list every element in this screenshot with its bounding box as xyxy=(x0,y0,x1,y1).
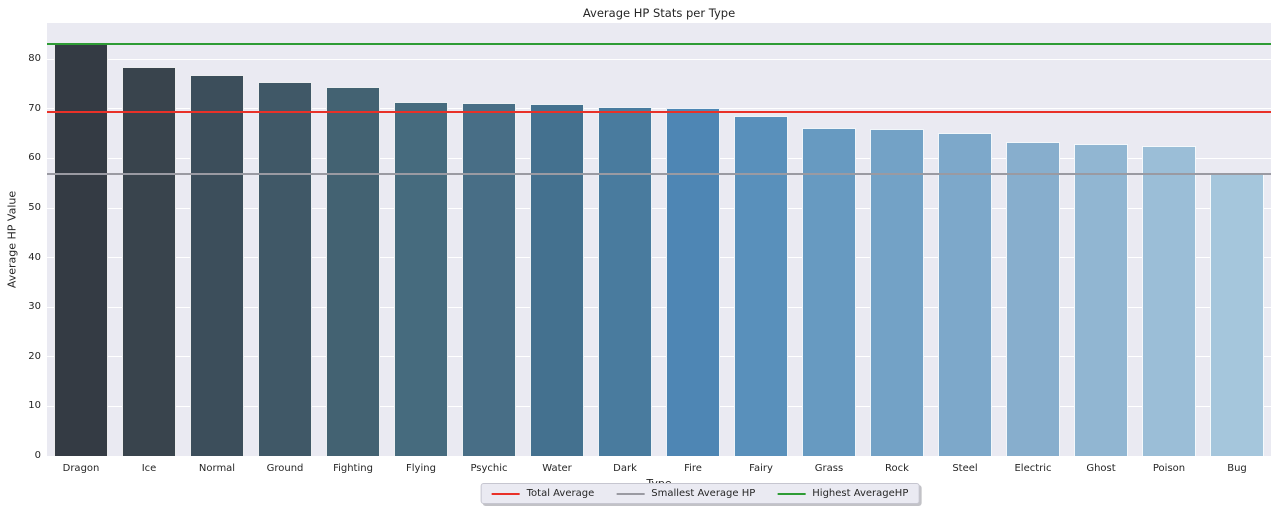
xtick-ground: Ground xyxy=(266,463,304,474)
legend-label: Smallest Average HP xyxy=(651,488,756,499)
y-axis-label: Average HP Value xyxy=(5,190,19,289)
xtick-dark: Dark xyxy=(613,463,637,474)
gridline-60 xyxy=(47,157,1271,159)
ytick-40: 40 xyxy=(28,251,41,263)
legend-line-swatch xyxy=(616,492,645,495)
bar-flying xyxy=(393,101,449,456)
ytick-60: 60 xyxy=(28,152,41,164)
xtick-ice: Ice xyxy=(141,463,157,474)
gridline-30 xyxy=(47,306,1271,308)
xtick-electric: Electric xyxy=(1014,463,1052,474)
ytick-10: 10 xyxy=(28,400,41,412)
gridline-70 xyxy=(47,108,1271,110)
bar-water xyxy=(529,103,585,456)
gridline-20 xyxy=(47,356,1271,358)
legend-line-swatch xyxy=(491,492,520,495)
refline-total-average xyxy=(47,111,1271,114)
ytick-20: 20 xyxy=(28,350,41,362)
legend-label: Total Average xyxy=(526,488,595,499)
legend-item-highest-averagehp: Highest AverageHP xyxy=(777,488,908,499)
xtick-fighting: Fighting xyxy=(333,463,373,474)
bar-poison xyxy=(1141,145,1197,456)
bar-grass xyxy=(801,128,857,456)
bar-fighting xyxy=(325,86,381,456)
xtick-bug: Bug xyxy=(1227,463,1247,474)
bar-psychic xyxy=(461,102,517,456)
gridline-40 xyxy=(47,257,1271,259)
xtick-fairy: Fairy xyxy=(749,463,773,474)
chart-title: Average HP Stats per Type xyxy=(582,6,736,20)
chart-legend: Total Average Smallest Average HP Highest … xyxy=(480,483,920,504)
gridline-50 xyxy=(47,207,1271,209)
ytick-80: 80 xyxy=(28,53,41,65)
xtick-ghost: Ghost xyxy=(1086,463,1116,474)
xtick-poison: Poison xyxy=(1152,463,1186,474)
gridline-10 xyxy=(47,405,1271,407)
gridline-0 xyxy=(47,455,1271,457)
xtick-normal: Normal xyxy=(198,463,236,474)
refline-highest-averagehp xyxy=(47,42,1271,45)
bar-ground xyxy=(257,81,313,456)
plot-area xyxy=(47,23,1271,457)
ytick-0: 0 xyxy=(34,450,41,461)
bar-ice xyxy=(121,66,177,456)
ytick-70: 70 xyxy=(28,102,41,114)
xtick-grass: Grass xyxy=(814,463,844,474)
refline-smallest-average-hp xyxy=(47,172,1271,175)
legend-item-total-average: Total Average xyxy=(491,488,595,499)
legend-line-swatch xyxy=(777,492,806,495)
bar-dragon xyxy=(53,43,109,456)
bar-bug xyxy=(1209,173,1265,456)
bar-normal xyxy=(189,75,245,456)
bar-steel xyxy=(937,132,993,456)
legend-label: Highest AverageHP xyxy=(812,488,909,499)
xtick-psychic: Psychic xyxy=(470,463,508,474)
xtick-steel: Steel xyxy=(952,463,978,474)
gridline-80 xyxy=(47,58,1271,60)
bar-electric xyxy=(1005,142,1061,456)
bar-ghost xyxy=(1073,144,1129,456)
xtick-flying: Flying xyxy=(406,463,436,474)
xtick-water: Water xyxy=(542,463,572,474)
legend-item-smallest-average-hp: Smallest Average HP xyxy=(616,488,755,499)
bar-dark xyxy=(597,107,653,456)
xtick-dragon: Dragon xyxy=(62,463,100,474)
bar-rock xyxy=(869,128,925,456)
ytick-30: 30 xyxy=(28,301,41,313)
ytick-50: 50 xyxy=(28,202,41,213)
xtick-fire: Fire xyxy=(684,463,702,474)
bar-fire xyxy=(665,108,721,456)
xtick-rock: Rock xyxy=(885,463,909,474)
bar-fairy xyxy=(733,116,789,456)
